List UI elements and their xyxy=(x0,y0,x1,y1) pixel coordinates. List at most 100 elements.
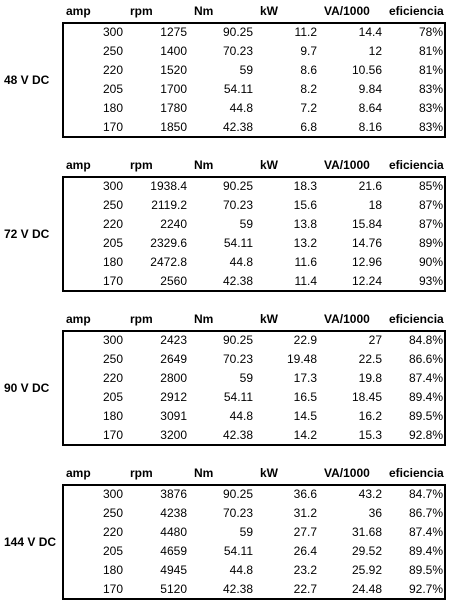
data-cell: 2423 xyxy=(160,333,187,347)
data-cell: 2119.2 xyxy=(151,198,187,212)
column-header: Nm xyxy=(194,466,214,480)
data-cell: 300 xyxy=(102,179,123,193)
data-cell: 3876 xyxy=(160,487,187,501)
data-cell: 15.6 xyxy=(293,198,317,212)
data-cell: 89.4% xyxy=(408,390,443,404)
column-header: kW xyxy=(260,158,278,172)
data-cell: 44.8 xyxy=(229,101,253,115)
data-cell: 170 xyxy=(102,120,123,134)
data-cell: 24.48 xyxy=(351,582,382,596)
column-header: VA/1000 xyxy=(324,4,370,18)
column-header: kW xyxy=(260,4,278,18)
data-cell: 205 xyxy=(102,82,123,96)
data-cell: 170 xyxy=(102,582,123,596)
data-cell: 170 xyxy=(102,428,123,442)
column-header: amp xyxy=(66,4,91,18)
data-cell: 12 xyxy=(368,44,382,58)
data-cell: 29.52 xyxy=(351,544,382,558)
data-cell: 8.64 xyxy=(358,101,382,115)
data-cell: 59 xyxy=(239,371,253,385)
data-cell: 205 xyxy=(102,236,123,250)
data-cell: 2329.6 xyxy=(150,236,187,250)
data-cell: 42.38 xyxy=(222,120,253,134)
data-cell: 78% xyxy=(418,25,443,39)
data-cell: 250 xyxy=(102,352,123,366)
data-cell: 11.6 xyxy=(294,255,317,269)
data-cell: 2800 xyxy=(160,371,187,385)
data-cell: 3200 xyxy=(160,428,187,442)
data-cell: 18.45 xyxy=(351,390,382,404)
data-cell: 44.8 xyxy=(229,563,253,577)
data-cell: 22.5 xyxy=(358,352,382,366)
data-cell: 31.68 xyxy=(351,525,382,539)
data-cell: 25.92 xyxy=(351,563,382,577)
data-cell: 92.8% xyxy=(408,428,443,442)
data-cell: 90.25 xyxy=(222,179,253,193)
data-cell: 21.6 xyxy=(358,179,382,193)
data-cell: 15.84 xyxy=(351,217,382,231)
column-header: VA/1000 xyxy=(324,312,370,326)
data-cell: 4238 xyxy=(160,506,187,520)
data-cell: 81% xyxy=(418,44,443,58)
data-cell: 22.7 xyxy=(293,582,317,596)
data-cell: 27 xyxy=(368,333,382,347)
data-cell: 11.2 xyxy=(294,25,317,39)
data-cell: 87% xyxy=(418,217,443,231)
data-cell: 19.8 xyxy=(358,371,382,385)
data-cell: 42.38 xyxy=(222,428,253,442)
data-cell: 18.3 xyxy=(293,179,317,193)
data-cell: 44.8 xyxy=(229,255,253,269)
data-cell: 59 xyxy=(239,525,253,539)
data-cell: 180 xyxy=(102,409,123,423)
data-cell: 220 xyxy=(102,63,123,77)
data-box xyxy=(62,330,446,446)
data-cell: 1700 xyxy=(160,82,187,96)
data-cell: 17.3 xyxy=(293,371,317,385)
data-cell: 70.23 xyxy=(222,506,253,520)
data-cell: 180 xyxy=(102,255,123,269)
data-cell: 300 xyxy=(102,25,123,39)
row-group-label: 144 V DC xyxy=(4,534,57,549)
data-cell: 14.4 xyxy=(358,25,382,39)
column-header: amp xyxy=(66,466,91,480)
data-cell: 92.7% xyxy=(408,582,443,596)
data-cell: 11.4 xyxy=(294,274,317,288)
data-cell: 70.23 xyxy=(222,44,253,58)
data-cell: 89.5% xyxy=(408,563,443,577)
column-header: Nm xyxy=(194,4,214,18)
data-cell: 250 xyxy=(102,44,123,58)
data-cell: 9.84 xyxy=(358,82,382,96)
column-header: kW xyxy=(260,312,278,326)
column-header: eficiencia xyxy=(389,466,444,480)
data-cell: 13.2 xyxy=(293,236,317,250)
column-header: rpm xyxy=(130,4,153,18)
data-cell: 83% xyxy=(418,82,443,96)
data-cell: 250 xyxy=(102,506,123,520)
data-cell: 83% xyxy=(418,101,443,115)
column-header: rpm xyxy=(130,466,153,480)
data-cell: 36 xyxy=(368,506,382,520)
data-cell: 19.48 xyxy=(286,352,317,366)
data-cell: 300 xyxy=(102,333,123,347)
data-cell: 43.2 xyxy=(358,487,382,501)
data-cell: 170 xyxy=(102,274,123,288)
data-cell: 2240 xyxy=(160,217,187,231)
data-cell: 90.25 xyxy=(222,333,253,347)
data-cell: 2560 xyxy=(160,274,187,288)
data-cell: 6.8 xyxy=(300,120,317,134)
data-cell: 16.2 xyxy=(358,409,382,423)
data-cell: 2649 xyxy=(160,352,187,366)
data-box xyxy=(62,22,446,138)
data-cell: 12.24 xyxy=(351,274,382,288)
data-cell: 5120 xyxy=(160,582,187,596)
data-cell: 87% xyxy=(418,198,443,212)
row-group-label: 72 V DC xyxy=(4,226,50,241)
data-cell: 84.8% xyxy=(408,333,443,347)
column-header: eficiencia xyxy=(389,158,444,172)
column-header: VA/1000 xyxy=(324,466,370,480)
data-cell: 81% xyxy=(418,63,443,77)
data-cell: 83% xyxy=(418,120,443,134)
data-box xyxy=(62,176,446,292)
data-cell: 70.23 xyxy=(222,198,253,212)
data-cell: 8.16 xyxy=(358,120,382,134)
